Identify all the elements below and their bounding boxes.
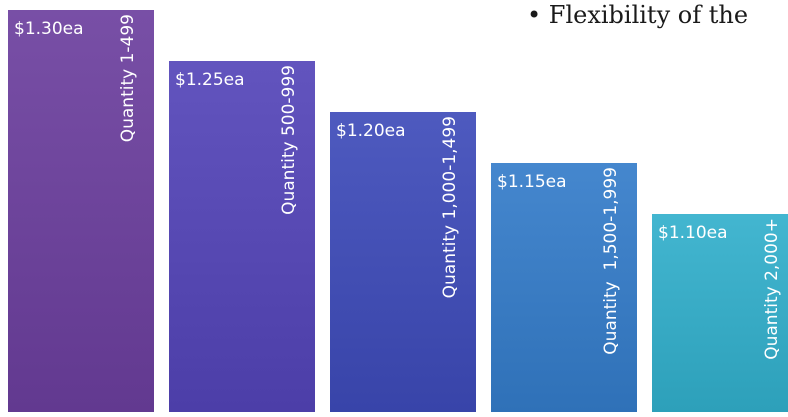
bar-quantity-label: Quantity 1,500-1,999 [601,167,621,355]
bar-3 [330,112,476,412]
bar-price-label: $1.15ea [497,172,567,192]
bar-price-label: $1.10ea [658,223,728,243]
bullet-text: • Flexibility of the [527,1,749,29]
bar-quantity-label: Quantity 2,000+ [762,218,782,360]
bar-quantity-label: Quantity 1-499 [118,14,138,142]
bar-1 [8,10,154,412]
bar-4 [491,163,637,412]
bar-2 [169,61,315,412]
bar-price-label: $1.20ea [336,121,406,141]
bar-5 [652,214,788,412]
bar-price-label: $1.30ea [14,19,84,39]
bar-quantity-label: Quantity 500-999 [279,65,299,215]
bar-quantity-label: Quantity 1,000-1,499 [440,116,460,298]
bar-price-label: $1.25ea [175,70,245,90]
